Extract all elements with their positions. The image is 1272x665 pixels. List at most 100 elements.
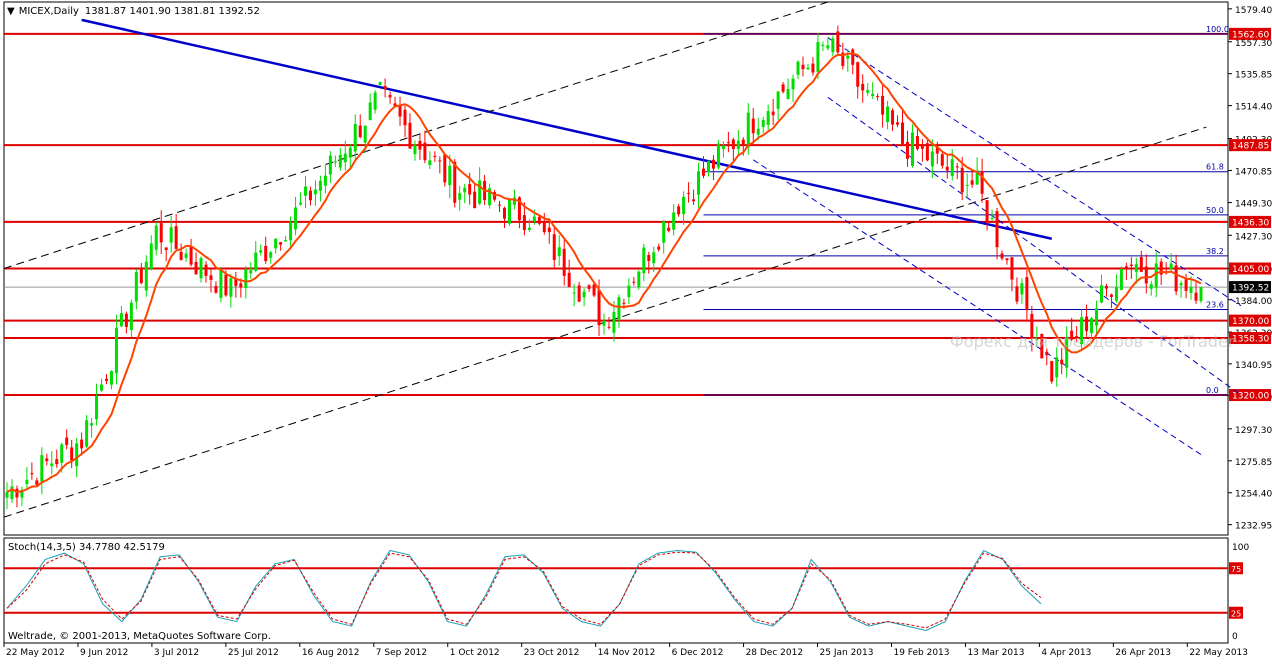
candle-body [418,140,422,150]
current-price-badge [1229,281,1271,294]
candle-body [622,302,626,304]
candle-body [463,187,467,193]
candle-body [55,459,59,465]
candle-body [726,142,730,144]
candle-body [632,281,636,283]
candle-body [647,254,651,262]
candle-body [642,247,646,274]
candle-body [915,136,919,150]
time-tick-label: 7 Sep 2012 [376,648,427,658]
candle-body [1015,286,1019,302]
level-badge-label: 1320.00 [1232,392,1269,402]
price-tick-label: 1340.95 [1235,361,1272,371]
candle-body [1085,316,1089,332]
candle-body [304,186,307,196]
candle-body [677,206,681,215]
candle-body [871,93,875,97]
candle-body [1060,359,1064,365]
channel-upper-line [3,1,829,269]
candle-body [901,122,904,144]
candle-body [552,234,556,260]
candle-body [353,124,357,152]
candle-body [920,145,924,149]
candle-body [721,145,725,150]
candle-body [1045,351,1049,356]
current-price-label: 1392.52 [1232,284,1269,294]
candle-body [1040,333,1044,359]
candle-body [826,45,830,49]
candle-body [95,396,99,420]
candle-body [70,447,74,461]
candle-body [716,143,720,168]
candle-body [1134,264,1138,272]
price-tick-label: 1275.85 [1235,458,1272,468]
candle-body [30,473,34,475]
candle-body [1010,257,1014,280]
candle-body [547,227,551,233]
candle-body [801,64,805,70]
candle-body [1199,287,1203,301]
candle-body [159,223,163,243]
candle-body [761,119,765,127]
candle-body [239,283,243,288]
candle-body [478,180,482,204]
candle-body [945,166,949,171]
candle-body [109,371,113,385]
candle-body [373,92,377,110]
candle-body [209,275,213,280]
candle-body [80,439,84,449]
price-tick-label: 1449.30 [1235,200,1272,210]
candle-body [85,420,89,447]
candle-body [443,154,447,183]
candle-body [1075,336,1079,339]
candle-body [935,146,939,154]
candle-body [433,155,437,157]
candle-body [1090,318,1094,334]
candle-body [940,154,944,166]
candle-body [269,252,273,258]
stoch-tick-label: 0 [1232,632,1238,642]
stoch-main-line [6,549,1042,632]
horizontal-levels: 1562.60 1487.85 1436.30 1405.00 1370.00 1358.… [4,27,1271,402]
candle-body [706,160,710,173]
fib-level-label: 50.0 [1206,206,1224,215]
candle-body [15,488,19,498]
candle-body [955,166,959,168]
time-tick-label: 3 Jul 2012 [154,648,199,658]
candle-body [343,153,347,163]
candle-body [1119,268,1123,291]
stoch-level-badge-label: 75 [1231,565,1241,574]
candle-body [428,160,432,166]
candle-body [264,245,268,262]
candle-body [194,261,198,275]
candle-body [1100,285,1103,303]
candle-body [527,227,531,230]
candle-body [289,222,293,241]
candle-body [692,199,696,202]
candle-body [841,52,845,66]
candle-body [164,247,168,251]
candle-body [105,378,108,381]
candle-body [950,159,954,176]
level-badge-label: 1370.00 [1232,317,1269,327]
candle-body [154,225,158,250]
candle-body [383,86,387,90]
header-arrow: ▼ [7,6,15,17]
candle-body [1129,264,1133,266]
candle-body [119,313,123,327]
candle-body [1139,257,1143,272]
candle-body [836,31,840,53]
candle-body [522,215,526,230]
candle-body [1025,277,1029,311]
candle-body [985,200,989,223]
time-tick-label: 22 May 2012 [6,648,65,658]
time-tick-label: 9 Jun 2012 [80,648,128,658]
candle-body [318,180,322,191]
chart-symbol-label: ▼ MICEX,Daily 1381.87 1401.90 1381.81 1392… [7,6,260,17]
candle-body [1030,313,1034,339]
candle-body [448,165,452,186]
candle-body [577,285,581,302]
